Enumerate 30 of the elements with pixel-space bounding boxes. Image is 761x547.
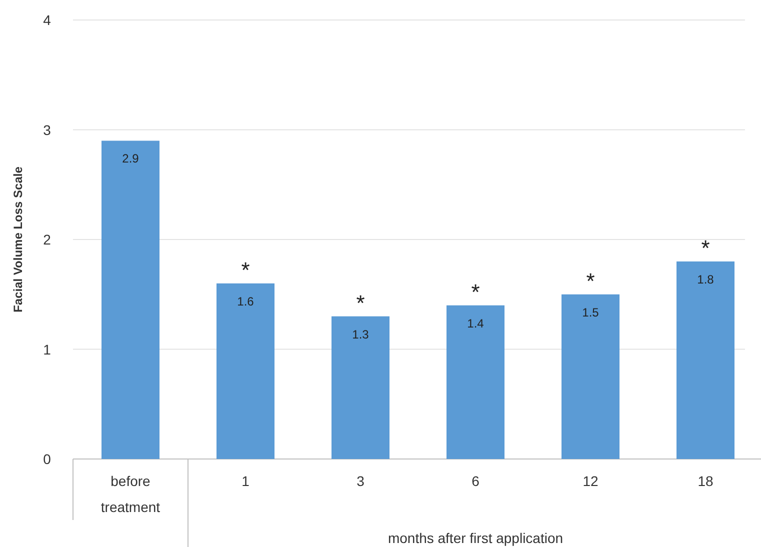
y-tick-label: 4 (43, 12, 52, 28)
y-tick-label: 0 (43, 451, 52, 467)
annotation: * (356, 290, 366, 316)
x-axis-title: months after first application (388, 530, 564, 546)
y-tick-label: 2 (43, 232, 52, 248)
data-label: 1.4 (467, 316, 484, 330)
bar (676, 261, 734, 459)
data-label: 2.9 (122, 152, 140, 166)
bar (332, 316, 390, 459)
x-tick-label: 12 (582, 473, 598, 489)
y-tick-label: 3 (43, 122, 52, 138)
annotation: * (701, 235, 710, 260)
data-label: 1.3 (352, 327, 370, 342)
y-tick-label: 1 (43, 341, 52, 358)
annotation: * (471, 279, 480, 304)
x-tick-label: 3 (356, 473, 365, 489)
annotation: * (586, 268, 596, 294)
y-axis-title: Facial Volume Loss Scale (11, 166, 25, 312)
bar (562, 294, 620, 459)
x-tick-label: 1 (242, 473, 250, 489)
annotation: * (241, 257, 250, 282)
x-tick-label: before treatment (100, 473, 160, 515)
bar (216, 283, 274, 459)
bar (102, 140, 160, 459)
bar (446, 305, 504, 459)
data-label: 1.6 (237, 294, 254, 308)
data-label: 1.8 (697, 272, 714, 286)
x-tick-label: 6 (472, 473, 480, 489)
x-tick-label: 18 (698, 473, 714, 489)
data-label: 1.5 (582, 305, 600, 320)
